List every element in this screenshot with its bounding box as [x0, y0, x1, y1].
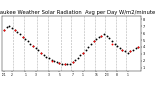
Point	[63, 64, 66, 65]
Point	[45, 56, 48, 57]
Point	[56, 62, 58, 63]
Point	[92, 41, 95, 42]
Point	[32, 46, 34, 47]
Point	[42, 54, 45, 55]
Point	[79, 55, 82, 56]
Point	[71, 62, 74, 63]
Point	[100, 35, 103, 37]
Point	[32, 46, 34, 47]
Point	[129, 50, 132, 52]
Point	[82, 52, 84, 53]
Point	[13, 30, 16, 31]
Point	[76, 57, 79, 59]
Point	[13, 30, 16, 31]
Point	[11, 27, 13, 29]
Point	[61, 63, 63, 64]
Point	[121, 49, 124, 50]
Point	[137, 46, 140, 48]
Point	[97, 37, 100, 38]
Point	[66, 64, 68, 65]
Point	[29, 43, 32, 44]
Point	[37, 50, 40, 51]
Point	[40, 52, 42, 53]
Point	[3, 29, 5, 30]
Point	[8, 25, 11, 27]
Point	[71, 62, 74, 63]
Point	[48, 57, 50, 59]
Point	[132, 49, 134, 50]
Point	[21, 36, 24, 37]
Point	[87, 46, 90, 48]
Point	[92, 41, 95, 42]
Point	[103, 34, 105, 35]
Point	[27, 41, 29, 42]
Point	[53, 60, 55, 62]
Point	[129, 50, 132, 52]
Point	[108, 37, 111, 39]
Point	[111, 43, 113, 44]
Point	[113, 43, 116, 44]
Point	[84, 49, 87, 50]
Point	[50, 59, 53, 60]
Point	[24, 38, 27, 39]
Point	[74, 60, 76, 61]
Point	[116, 46, 118, 47]
Point	[134, 48, 137, 49]
Point	[137, 46, 140, 48]
Point	[100, 35, 103, 37]
Point	[58, 62, 61, 64]
Point	[50, 60, 53, 62]
Point	[82, 52, 84, 53]
Point	[111, 40, 113, 41]
Point	[21, 36, 24, 37]
Point	[124, 50, 126, 52]
Point	[34, 48, 37, 49]
Point	[119, 48, 121, 49]
Point	[16, 31, 19, 32]
Point	[6, 27, 8, 28]
Point	[40, 52, 42, 53]
Title: Milwaukee Weather Solar Radiation  Avg per Day W/m2/minute: Milwaukee Weather Solar Radiation Avg pe…	[0, 10, 155, 15]
Point	[58, 62, 61, 64]
Point	[121, 49, 124, 50]
Point	[69, 63, 71, 64]
Point	[95, 39, 97, 40]
Point	[63, 64, 66, 65]
Point	[126, 52, 129, 53]
Point	[19, 34, 21, 35]
Point	[90, 44, 92, 45]
Point	[105, 35, 108, 37]
Point	[3, 29, 5, 30]
